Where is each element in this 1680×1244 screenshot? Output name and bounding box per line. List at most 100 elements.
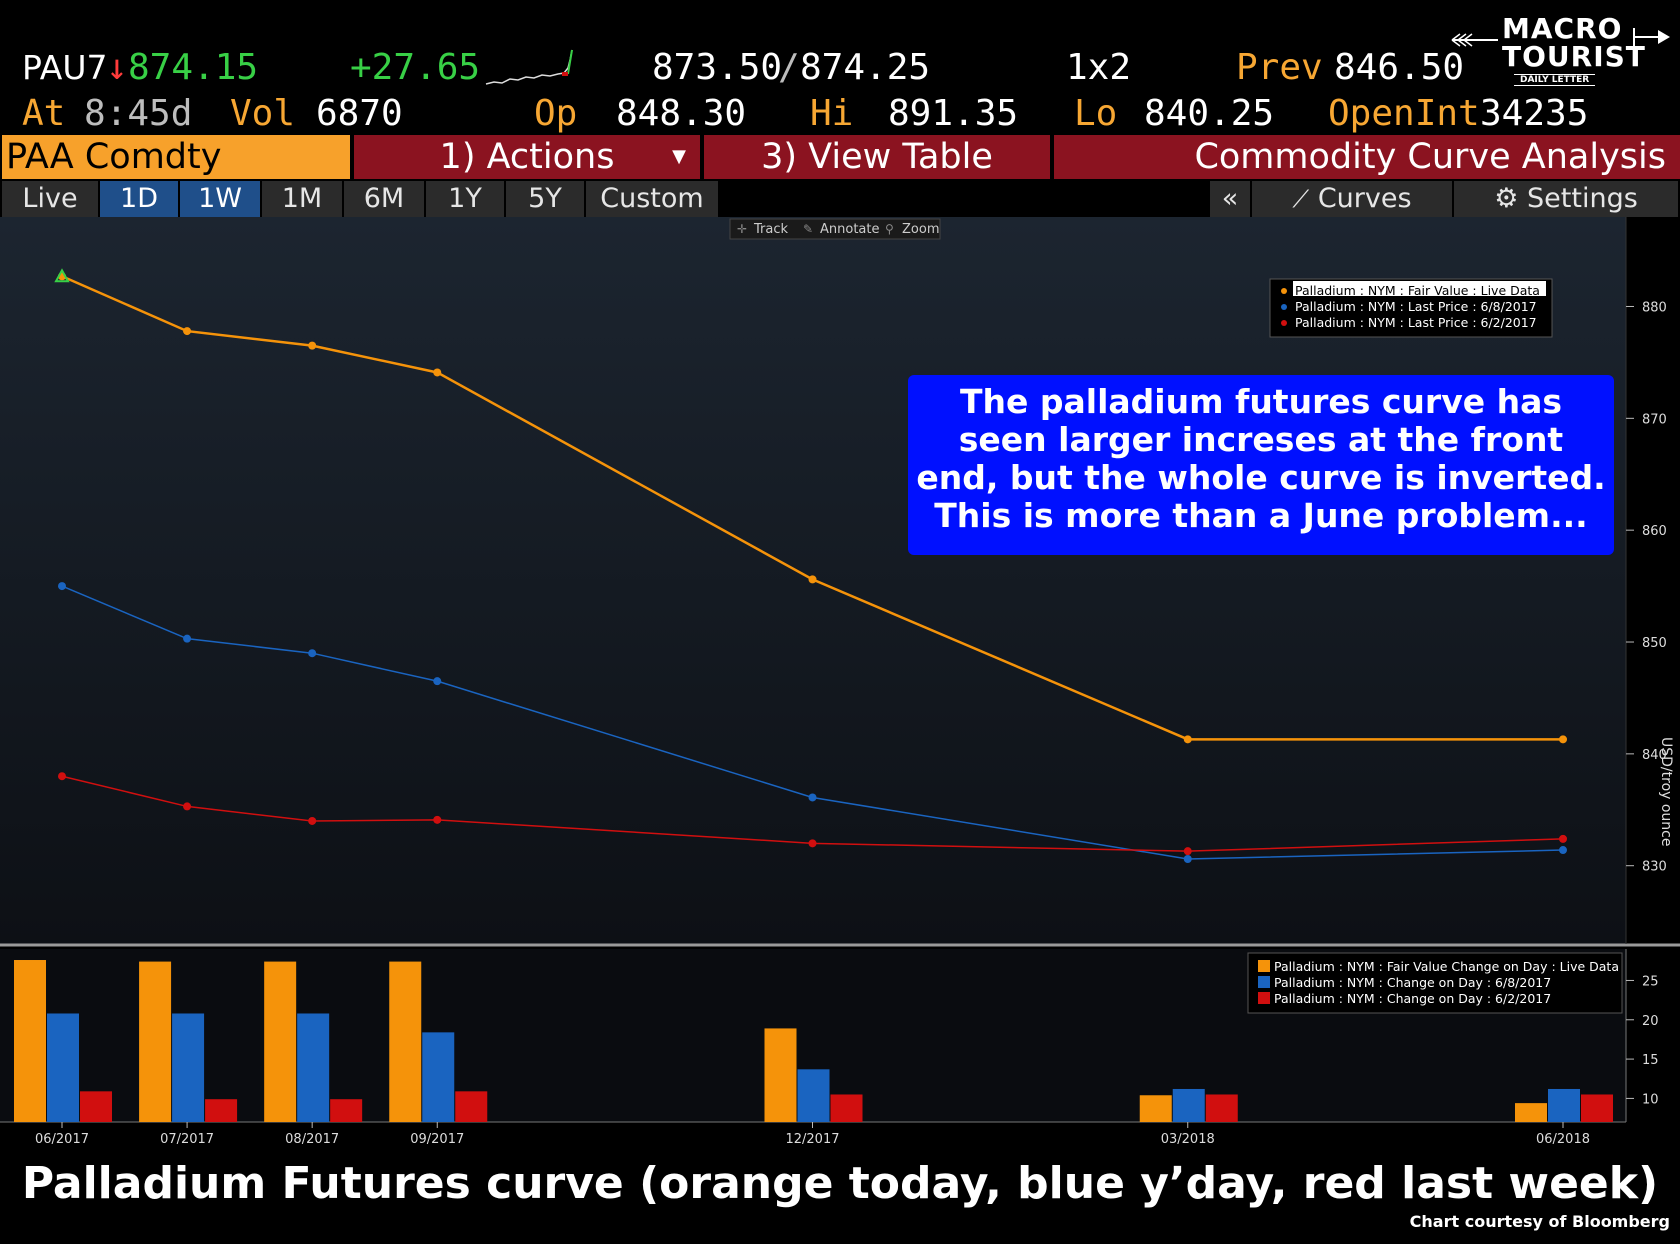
ask-price: 874.25	[800, 47, 931, 88]
y-tick-label: 870	[1642, 412, 1667, 427]
series-point-2	[808, 793, 817, 802]
annotation-line: seen larger increses at the front	[958, 420, 1564, 459]
bar-3	[1205, 1094, 1238, 1122]
lower-legend: Palladium : NYM : Fair Value Change on D…	[1247, 952, 1623, 1014]
collapse-button[interactable]: «	[1210, 181, 1250, 217]
vol-value: 6870	[316, 93, 403, 134]
range-1w[interactable]: 1W	[180, 181, 260, 217]
bar-1	[139, 961, 172, 1122]
range-1m[interactable]: 1M	[262, 181, 342, 217]
bar-3	[455, 1091, 488, 1122]
curves-label: Curves	[1317, 183, 1412, 214]
y-tick-label: 25	[1642, 974, 1659, 989]
actions-menu-button[interactable]: 1) Actions ▼	[354, 135, 700, 179]
settings-button[interactable]: ⚙ Settings	[1454, 181, 1678, 217]
series-point-3	[433, 815, 442, 824]
arrow-right-icon	[1633, 28, 1670, 46]
gear-icon: ⚙	[1494, 183, 1519, 214]
logo-line-1: MACRO	[1502, 12, 1623, 45]
series-point-1	[808, 575, 817, 584]
crosshair-icon: ✛	[737, 222, 747, 236]
curves-button[interactable]: ⟋ Curves	[1252, 181, 1452, 217]
open-label: Op	[534, 93, 578, 134]
bar-1	[264, 961, 297, 1122]
function-title: Commodity Curve Analysis	[1054, 135, 1680, 179]
range-6m[interactable]: 6M	[344, 181, 424, 217]
series-point-1	[183, 327, 192, 336]
x-axis: 06/2017 07/2017 08/2017 09/2017 12/2017 03/20…	[35, 1122, 1590, 1147]
ticker-symbol[interactable]: PAU7	[22, 48, 108, 87]
y-axis-title: USD/troy ounce	[1658, 737, 1674, 847]
bar-2	[1172, 1088, 1205, 1122]
series-point-2	[1183, 854, 1192, 863]
series-point-2	[433, 677, 442, 686]
bid-price: 873.50	[652, 47, 783, 88]
lower-y-axis: 10 15 20 25	[1626, 974, 1659, 1107]
range-live[interactable]: Live	[2, 181, 98, 217]
bar-3	[80, 1091, 112, 1122]
open-interest-label: OpenInt	[1328, 93, 1480, 134]
range-1d[interactable]: 1D	[100, 181, 178, 217]
bar-2	[422, 1032, 455, 1122]
y-tick-label: 880	[1642, 300, 1667, 315]
legend-swatch	[1281, 304, 1287, 310]
series-point-3	[308, 816, 317, 825]
series-point-1	[308, 341, 317, 350]
bar-3	[205, 1099, 238, 1122]
legend-swatch	[1258, 976, 1270, 988]
annotation-line: end, but the whole curve is inverted.	[916, 458, 1606, 497]
y-tick-label: 15	[1642, 1053, 1659, 1068]
y-tick-label: 10	[1642, 1092, 1659, 1107]
x-tick-label: 06/2017	[35, 1132, 89, 1147]
upper-legend: Palladium : NYM : Fair Value : Live Data…	[1269, 278, 1553, 338]
range-toolbar: Live 1D 1W 1M 6M 1Y 5Y Custom « ⟋ Curves…	[0, 181, 1680, 217]
series-point-1	[433, 368, 442, 377]
range-1y[interactable]: 1Y	[426, 181, 504, 217]
bid-ask-separator: /	[778, 47, 800, 88]
x-tick-label: 06/2018	[1536, 1132, 1590, 1147]
chart-credit: Chart courtesy of Bloomberg	[1409, 1212, 1670, 1231]
arrow-left-icon	[1451, 33, 1498, 47]
tool-track[interactable]: Track	[753, 222, 788, 237]
open-interest-value: 34235	[1480, 93, 1589, 134]
y-tick-label: 850	[1642, 636, 1667, 651]
bar-3	[830, 1094, 863, 1122]
bar-2	[47, 1013, 79, 1122]
legend-label: Palladium : NYM : Change on Day : 6/8/20…	[1274, 975, 1551, 990]
bar-1	[389, 961, 422, 1122]
bar-3	[330, 1099, 363, 1122]
tool-zoom[interactable]: Zoom	[902, 222, 939, 237]
security-field[interactable]: PAA Comdty	[2, 135, 350, 179]
series-point-1	[1183, 735, 1192, 744]
logo-line-2: TOURIST	[1502, 40, 1646, 73]
legend-label: Palladium : NYM : Last Price : 6/8/2017	[1295, 299, 1537, 314]
bar-1	[14, 960, 46, 1122]
legend-highlight	[1293, 281, 1546, 296]
prev-label: Prev	[1236, 47, 1323, 88]
high-value: 891.35	[888, 93, 1019, 134]
curve-chart: Track Annotate Zoom ✛ ✎ ⚲ 830 840 850 860 87…	[0, 217, 1680, 1157]
view-table-button[interactable]: 3) View Table	[704, 135, 1050, 179]
bar-2	[1548, 1088, 1580, 1122]
x-tick-label: 08/2017	[285, 1132, 339, 1147]
lower-series	[14, 960, 1613, 1122]
chart-tools: Track Annotate Zoom ✛ ✎ ⚲	[729, 218, 941, 240]
legend-label: Palladium : NYM : Last Price : 6/2/2017	[1295, 315, 1537, 330]
series-point-3	[58, 772, 66, 781]
series-point-2	[183, 634, 192, 643]
series-point-2	[1559, 846, 1567, 855]
legend-swatch	[1258, 992, 1270, 1004]
y-tick-label: 830	[1642, 860, 1667, 875]
tool-annotate[interactable]: Annotate	[820, 222, 879, 237]
x-tick-label: 07/2017	[160, 1132, 214, 1147]
series-point-1	[1559, 735, 1567, 744]
bar-1	[1515, 1103, 1547, 1122]
range-custom[interactable]: Custom	[586, 181, 718, 217]
bar-2	[297, 1013, 330, 1122]
price-change: +27.65	[350, 47, 481, 88]
range-5y[interactable]: 5Y	[506, 181, 584, 217]
annotation-line: The palladium futures curve has	[960, 382, 1562, 421]
function-bar: PAA Comdty 1) Actions ▼ 3) View Table Co…	[0, 135, 1680, 179]
legend-box	[1247, 952, 1623, 1014]
bar-2	[797, 1069, 830, 1122]
